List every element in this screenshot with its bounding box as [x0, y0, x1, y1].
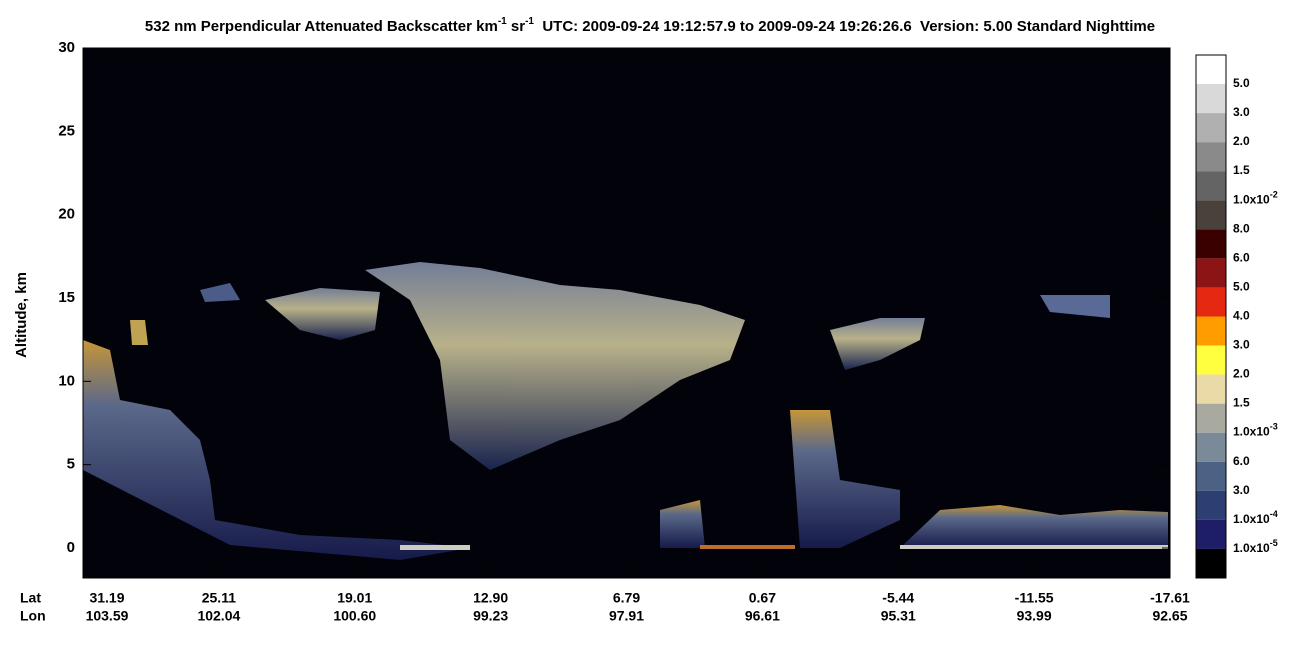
y-tick-label: 0 [67, 539, 75, 556]
colorbar-swatch [1196, 113, 1226, 143]
colorbar-label: 3.0 [1233, 338, 1250, 352]
colorbar-swatch [1196, 432, 1226, 462]
lat-label: -17.61 [1150, 590, 1190, 606]
lat-label: 19.01 [337, 590, 372, 606]
colorbar-label-part: 5.0 [1233, 280, 1250, 294]
x-row-name: Lat [20, 590, 41, 606]
colorbar-label: 8.0 [1233, 222, 1250, 236]
colorbar-label-part: 1.0x10 [1233, 512, 1270, 526]
colorbar-frame [1195, 54, 1227, 579]
colorbar-label-part: -2 [1270, 190, 1278, 200]
colorbar-label-part: 8.0 [1233, 222, 1250, 236]
colorbar-label-part: 5.0 [1233, 76, 1250, 90]
lon-label: 93.99 [1017, 608, 1052, 624]
lon-label: 92.65 [1152, 608, 1187, 624]
lon-label: 97.91 [609, 608, 644, 624]
lon-label: 102.04 [197, 608, 240, 624]
y-tick-label: 25 [58, 122, 75, 139]
colorbar-label-part: 1.0x10 [1233, 425, 1270, 439]
colorbar-label: 1.5 [1233, 396, 1250, 410]
colorbar-label-part: 1.0x10 [1233, 192, 1270, 206]
lat-label: 12.90 [473, 590, 508, 606]
colorbar-label-part: 1.0x10 [1233, 541, 1270, 555]
colorbar-swatch [1196, 229, 1226, 259]
colorbar-swatch [1196, 200, 1226, 230]
title-part: -1 [498, 16, 507, 27]
colorbar-swatch [1196, 55, 1226, 85]
colorbar-label: 5.0 [1233, 76, 1250, 90]
colorbar-swatch [1196, 374, 1226, 404]
colorbar-label: 3.0 [1233, 483, 1250, 497]
colorbar-swatch [1196, 490, 1226, 520]
colorbar-label: 1.0x10-5 [1233, 538, 1278, 555]
lon-label: 99.23 [473, 608, 508, 624]
colorbar-swatch [1196, 345, 1226, 375]
colorbar-swatch [1196, 316, 1226, 346]
colorbar-label-part: 3.0 [1233, 105, 1250, 119]
title-part: sr [507, 18, 526, 35]
colorbar-label-part: 3.0 [1233, 483, 1250, 497]
title-part: UTC: 2009-09-24 19:12:57.9 to 2009-09-24… [534, 18, 1155, 35]
lat-label: 0.67 [749, 590, 776, 606]
colorbar-label-part: 6.0 [1233, 454, 1250, 468]
colorbar-label-part: 1.5 [1233, 163, 1250, 177]
lat-label: 31.19 [89, 590, 124, 606]
x-row-name: Lon [20, 608, 46, 624]
colorbar-label: 2.0 [1233, 134, 1250, 148]
lon-label: 96.61 [745, 608, 780, 624]
lat-label: 25.11 [202, 590, 236, 606]
colorbar-swatch [1196, 287, 1226, 317]
colorbar-label: 6.0 [1233, 454, 1250, 468]
y-tick-label: 5 [67, 456, 75, 473]
y-tick-label: 20 [58, 206, 75, 223]
colorbar-label-part: -5 [1270, 538, 1278, 548]
colorbar-label-part: 6.0 [1233, 251, 1250, 265]
colorbar-swatch [1196, 548, 1226, 578]
colorbar-label: 1.0x10-4 [1233, 509, 1278, 526]
colorbar-swatch [1196, 142, 1226, 172]
colorbar-swatch [1196, 461, 1226, 491]
colorbar-swatch [1196, 171, 1226, 201]
colorbar-swatch [1196, 519, 1226, 549]
colorbar-label-part: 1.5 [1233, 396, 1250, 410]
colorbar-label: 2.0 [1233, 367, 1250, 381]
colorbar-label: 1.0x10-2 [1233, 190, 1278, 207]
colorbar-label-part: 4.0 [1233, 309, 1250, 323]
colorbar-label: 1.0x10-3 [1233, 422, 1278, 439]
lon-label: 95.31 [881, 608, 916, 624]
title-part: -1 [525, 16, 534, 27]
lat-label: -5.44 [882, 590, 914, 606]
colorbar-label: 4.0 [1233, 309, 1250, 323]
y-tick-label: 30 [58, 39, 75, 56]
colorbar-label-part: -4 [1270, 509, 1278, 519]
colorbar-label: 3.0 [1233, 105, 1250, 119]
lat-label: 6.79 [613, 590, 640, 606]
chart-title: 532 nm Perpendicular Attenuated Backscat… [145, 16, 1155, 35]
colorbar-label-part: 3.0 [1233, 338, 1250, 352]
lat-label: -11.55 [1015, 590, 1054, 606]
colorbar-label: 5.0 [1233, 280, 1250, 294]
lon-label: 103.59 [86, 608, 129, 624]
colorbar-label: 6.0 [1233, 251, 1250, 265]
title-part: 532 nm Perpendicular Attenuated Backscat… [145, 18, 498, 35]
y-tick-label: 15 [58, 289, 75, 306]
colorbar-label-part: 2.0 [1233, 134, 1250, 148]
y-axis-label: Altitude, km [13, 272, 30, 358]
colorbar-swatch [1196, 403, 1226, 433]
lon-label: 100.60 [333, 608, 376, 624]
y-tick-label: 10 [58, 372, 75, 389]
colorbar-label: 1.5 [1233, 163, 1250, 177]
colorbar-swatch [1196, 258, 1226, 288]
colorbar-label-part: 2.0 [1233, 367, 1250, 381]
colorbar-swatch [1196, 84, 1226, 114]
cloud-layer [83, 262, 1168, 560]
colorbar-label-part: -3 [1270, 422, 1278, 432]
